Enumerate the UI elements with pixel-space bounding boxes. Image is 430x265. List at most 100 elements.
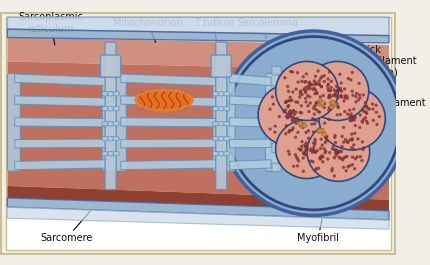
Circle shape [284, 101, 287, 104]
Circle shape [278, 115, 281, 118]
Circle shape [343, 110, 347, 113]
Circle shape [296, 101, 299, 104]
Circle shape [316, 69, 319, 73]
Circle shape [312, 148, 315, 151]
Circle shape [312, 130, 315, 134]
Circle shape [272, 103, 275, 106]
Text: Sarcolemma: Sarcolemma [237, 18, 298, 38]
Circle shape [328, 151, 332, 154]
Circle shape [318, 101, 323, 106]
Circle shape [310, 122, 313, 126]
Circle shape [346, 165, 350, 169]
Circle shape [318, 83, 321, 86]
Circle shape [331, 167, 334, 170]
Circle shape [344, 94, 347, 98]
Circle shape [304, 145, 307, 148]
FancyBboxPatch shape [6, 17, 391, 250]
Circle shape [375, 111, 378, 114]
Circle shape [324, 135, 328, 139]
Circle shape [298, 121, 303, 126]
Circle shape [336, 151, 339, 154]
Ellipse shape [135, 90, 193, 110]
Circle shape [315, 108, 318, 111]
Polygon shape [7, 29, 389, 43]
Circle shape [273, 125, 277, 128]
Circle shape [296, 81, 300, 84]
Circle shape [338, 150, 341, 153]
Circle shape [292, 110, 295, 113]
Circle shape [341, 158, 344, 162]
Circle shape [326, 157, 329, 161]
Circle shape [351, 117, 354, 121]
Polygon shape [230, 139, 271, 148]
Circle shape [316, 149, 319, 152]
Circle shape [301, 75, 305, 78]
Circle shape [289, 99, 292, 102]
Circle shape [320, 144, 324, 147]
Circle shape [301, 122, 305, 126]
Circle shape [284, 132, 288, 135]
Circle shape [323, 102, 326, 105]
Polygon shape [15, 74, 108, 86]
Circle shape [308, 81, 311, 84]
FancyBboxPatch shape [222, 73, 235, 171]
Circle shape [326, 77, 330, 81]
Circle shape [292, 165, 295, 168]
Circle shape [320, 128, 325, 133]
Circle shape [319, 85, 323, 88]
Circle shape [317, 166, 320, 170]
Circle shape [291, 128, 294, 131]
Ellipse shape [258, 83, 325, 146]
Circle shape [364, 101, 367, 104]
Circle shape [353, 132, 356, 135]
Circle shape [322, 132, 326, 136]
Circle shape [375, 104, 378, 107]
Circle shape [289, 129, 292, 132]
Circle shape [303, 143, 307, 147]
Ellipse shape [218, 121, 224, 126]
Circle shape [350, 146, 353, 149]
Polygon shape [121, 160, 218, 170]
Circle shape [327, 108, 330, 112]
Text: Sarcoplasmic
reticulum: Sarcoplasmic reticulum [18, 12, 83, 45]
Circle shape [286, 85, 289, 88]
Circle shape [301, 156, 305, 160]
Circle shape [337, 106, 340, 109]
Circle shape [304, 153, 307, 156]
Circle shape [339, 157, 342, 160]
Circle shape [296, 157, 299, 161]
Ellipse shape [224, 151, 230, 156]
Circle shape [286, 105, 289, 109]
Circle shape [328, 70, 331, 74]
Circle shape [314, 88, 317, 92]
Circle shape [297, 159, 300, 163]
Circle shape [292, 126, 295, 130]
Circle shape [289, 114, 292, 117]
FancyBboxPatch shape [216, 42, 227, 189]
Circle shape [334, 94, 338, 98]
Circle shape [318, 111, 321, 114]
Circle shape [319, 76, 322, 80]
Circle shape [320, 154, 323, 157]
Circle shape [341, 135, 344, 138]
Circle shape [344, 138, 347, 141]
Circle shape [361, 108, 365, 112]
Circle shape [340, 150, 343, 153]
Circle shape [350, 112, 353, 116]
Circle shape [299, 123, 304, 128]
Polygon shape [7, 37, 389, 71]
Circle shape [349, 115, 352, 119]
Circle shape [295, 155, 298, 159]
Circle shape [313, 150, 317, 153]
Circle shape [357, 98, 360, 101]
Circle shape [315, 92, 319, 95]
Polygon shape [121, 139, 218, 148]
Polygon shape [230, 160, 271, 170]
Circle shape [336, 113, 339, 117]
Circle shape [334, 153, 338, 157]
Circle shape [312, 142, 315, 145]
Circle shape [326, 87, 330, 91]
Circle shape [340, 94, 343, 98]
Circle shape [338, 156, 341, 159]
Circle shape [305, 148, 308, 151]
